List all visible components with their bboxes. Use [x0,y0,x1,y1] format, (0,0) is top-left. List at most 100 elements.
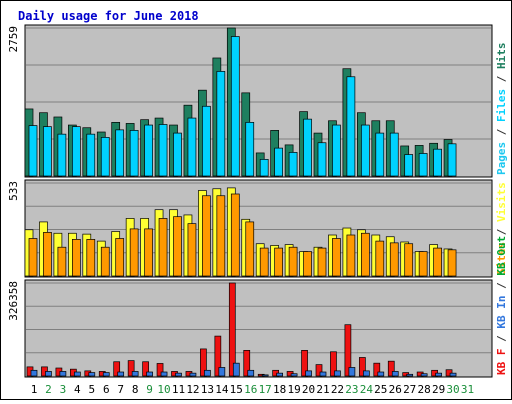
x-axis-day-label-28: 28 [418,383,431,396]
x-axis-day-label-17: 17 [259,383,272,396]
hits-files-pages-legend-part-5: Hits [495,43,508,70]
hits-files-pages-bar-files-day-24 [361,124,370,177]
kbytes-bar-kb-in-day-4 [73,371,81,377]
visits-sites-legend-part-2: / [495,222,508,242]
kbytes-bar-kb-in-day-7 [117,371,125,377]
visits-sites-bar-sites-day-29 [433,247,442,277]
visits-sites-bar-sites-day-20 [303,251,312,277]
x-axis-day-label-18: 18 [273,383,286,396]
hits-files-pages-bar-files-day-29 [433,148,442,177]
visits-sites-y-max-label: 533 [7,181,20,201]
x-axis-day-label-27: 27 [403,383,416,396]
kbytes-legend-part-5: KB Out [495,236,508,276]
hits-files-pages-y-max-label: 2759 [7,26,20,53]
hits-files-pages-bar-files-day-28 [418,153,428,177]
kbytes-bar-kb-f-day-25 [373,362,381,377]
hits-files-pages-bar-files-day-4 [71,126,81,177]
hits-files-pages-panel: 2759 Pages / Files / Hits [7,24,508,178]
kbytes-bar-kb-f-day-15 [228,282,236,377]
x-axis-day-label-9: 9 [146,383,153,396]
kbytes-bar-kb-in-day-9 [146,371,153,377]
kbytes-panel: 326358 KB F / KB In / KB Out [7,236,508,378]
x-axis-day-label-8: 8 [132,383,139,396]
kbytes-bar-kb-in-day-10 [160,371,168,377]
x-axis-day-label-29: 29 [432,383,445,396]
x-axis-day-label-3: 3 [60,383,67,396]
kbytes-y-max-label: 326358 [7,281,20,321]
visits-sites-bar-sites-day-9 [144,228,153,277]
x-axis-day-label-15: 15 [230,383,243,396]
kbytes-bar-kb-f-day-10 [156,363,164,377]
kbytes-legend-part-2: / [495,329,508,349]
hits-files-pages-bar-files-day-8 [129,130,139,177]
hits-files-pages-bar-files-day-7 [115,129,125,177]
hits-files-pages-bar-files-day-9 [144,124,153,177]
visits-sites-bar-sites-day-6 [100,246,110,277]
x-axis-day-label-26: 26 [389,383,402,396]
hits-files-pages-bar-files-day-2 [43,126,52,177]
visits-sites-bar-sites-day-10 [158,218,168,277]
kbytes-bar-kb-in-day-14 [218,367,226,377]
hits-files-pages-bar-files-day-27 [404,154,414,177]
hits-files-pages-bar-files-day-14 [216,71,226,177]
kbytes-legend: KB F / KB In / KB Out [495,236,508,375]
hits-files-pages-legend: Pages / Files / Hits [495,43,508,176]
kbytes-bar-kb-f-day-26 [387,360,395,377]
visits-sites-bar-sites-day-26 [389,242,399,277]
kbytes-legend-part-1: KB F [495,349,508,376]
kbytes-bar-kb-f-day-13 [200,348,207,377]
visits-sites-legend: Sites / Visits [495,182,508,275]
kbytes-bar-kb-in-day-11 [175,372,182,377]
hits-files-pages-legend-part-1: Pages [495,142,508,175]
kbytes-bar-kb-f-day-22 [330,351,337,377]
kbytes-bar-kb-in-day-8 [131,371,139,377]
kbytes-bar-kb-f-day-8 [127,360,135,377]
hits-files-pages-bar-files-day-15 [230,36,240,177]
x-axis-day-label-4: 4 [74,383,81,396]
kbytes-bar-kb-f-day-7 [113,361,121,377]
kbytes-bar-kb-in-day-13 [204,369,211,377]
hits-files-pages-bar-files-day-10 [158,124,168,177]
visits-sites-bar-sites-day-11 [173,216,182,277]
kbytes-bar-kb-in-day-6 [102,372,110,377]
visits-sites-bar-sites-day-13 [202,195,211,277]
x-axis-day-label-24: 24 [360,383,374,396]
visits-sites-bar-sites-day-2 [43,232,52,277]
kbytes-bar-kb-in-day-27 [406,373,414,377]
x-axis-day-label-13: 13 [201,383,214,396]
hits-files-pages-legend-part-3: Files [495,89,508,122]
x-axis-day-label-25: 25 [374,383,387,396]
visits-sites-bar-sites-day-5 [86,239,96,277]
visits-sites-bar-sites-day-25 [375,240,385,277]
kbytes-bar-kb-in-day-12 [189,372,197,377]
visits-sites-bar-sites-day-7 [115,238,125,277]
x-axis-day-label-20: 20 [302,383,315,396]
x-axis-day-label-22: 22 [331,383,344,396]
hits-files-pages-bar-files-day-18 [274,147,283,177]
kbytes-legend-part-3: KB In [495,296,508,329]
hits-files-pages-bar-files-day-11 [173,132,182,177]
visits-sites-bar-sites-day-12 [187,223,197,277]
visits-sites-bar-sites-day-15 [230,193,240,277]
visits-sites-bar-sites-day-3 [57,246,67,277]
kbytes-bar-kb-in-day-20 [305,370,312,377]
hits-files-pages-legend-part-2: / [495,122,508,142]
x-axis-day-label-31: 31 [461,383,474,396]
visits-sites-bar-sites-day-18 [274,247,283,277]
hits-files-pages-bar-files-day-3 [57,133,67,177]
visits-sites-bar-sites-day-8 [129,228,139,277]
hits-files-pages-bar-files-day-12 [187,117,197,177]
kbytes-bar-kb-in-day-3 [59,371,67,377]
kbytes-bar-kb-f-day-14 [214,335,222,377]
hits-files-pages-bar-files-day-19 [288,152,298,177]
visits-sites-panel: 533 Sites / Visits [7,179,508,278]
hits-files-pages-bar-files-day-6 [100,137,110,177]
visits-sites-bar-sites-day-14 [216,195,226,277]
kbytes-legend-part-4: / [495,276,508,296]
visits-sites-bar-sites-day-24 [361,232,370,277]
visits-sites-bar-sites-day-4 [71,239,81,277]
x-axis-day-label-23: 23 [345,383,358,396]
visits-sites-bar-sites-day-28 [418,251,428,277]
